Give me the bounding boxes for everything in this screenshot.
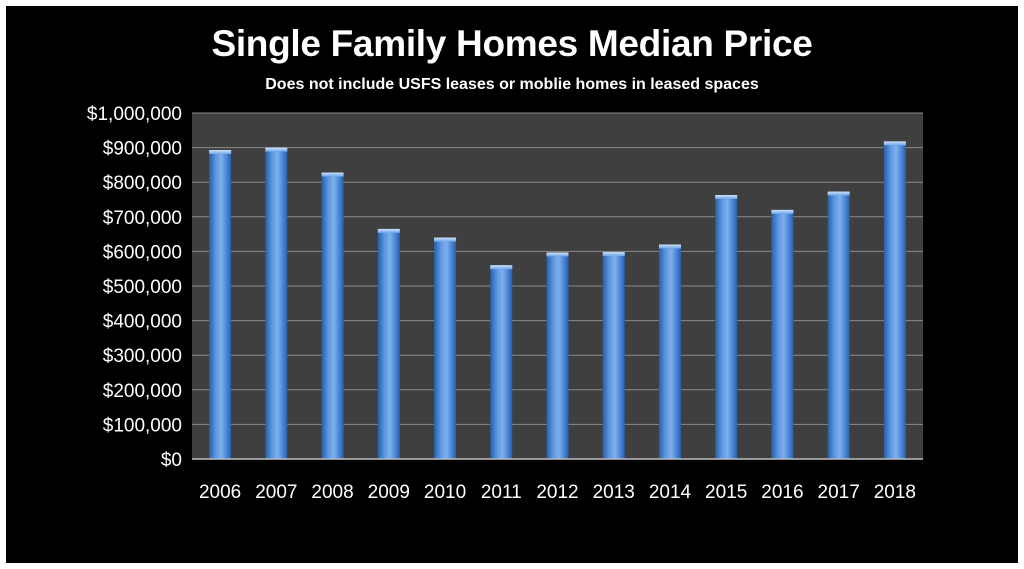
bar-top xyxy=(658,244,681,249)
x-tick-label: 2006 xyxy=(199,482,241,503)
bar-top xyxy=(827,191,850,196)
bar-top xyxy=(883,141,906,146)
bar xyxy=(490,265,513,459)
bar xyxy=(377,228,400,459)
x-tick-label: 2012 xyxy=(536,482,578,503)
bar xyxy=(321,172,344,459)
bar-top xyxy=(377,228,400,233)
x-tick-label: 2013 xyxy=(593,482,635,503)
bars xyxy=(209,141,906,460)
bar-top xyxy=(209,150,232,155)
y-tick-label: $900,000 xyxy=(103,139,182,160)
bar-top xyxy=(771,209,794,214)
x-tick-label: 2008 xyxy=(311,482,353,503)
bar-top xyxy=(434,237,457,242)
bar-2006 xyxy=(209,150,232,459)
x-tick-label: 2017 xyxy=(818,482,860,503)
x-tick-label: 2010 xyxy=(424,482,466,503)
bar xyxy=(209,150,232,459)
x-axis-ticks: 2006 2007 2008 2009 2010 2011 2012 2013 2014 2015… xyxy=(199,482,916,503)
x-tick-label: 2009 xyxy=(368,482,410,503)
y-axis-ticks: $0 $100,000 $200,000 $300,000 $400,000 $500,0… xyxy=(87,104,182,471)
bar-2016 xyxy=(771,209,794,459)
chart-subtitle: Does not include USFS leases or moblie h… xyxy=(265,76,759,93)
bar-2010 xyxy=(434,237,457,459)
bar-top xyxy=(715,195,738,200)
x-tick-label: 2016 xyxy=(761,482,803,503)
bar-2011 xyxy=(490,265,513,459)
y-tick-label: $300,000 xyxy=(103,346,182,367)
bar-2014 xyxy=(658,244,681,459)
bar-top xyxy=(546,252,569,257)
x-tick-label: 2011 xyxy=(481,482,522,503)
bar-2007 xyxy=(265,147,288,459)
x-tick-label: 2007 xyxy=(255,482,297,503)
bar-top xyxy=(490,265,513,270)
chart-title: Single Family Homes Median Price xyxy=(211,23,813,64)
bar-top xyxy=(602,252,625,257)
bar xyxy=(883,141,906,459)
bar-2017 xyxy=(827,191,850,460)
bar-2008 xyxy=(321,172,344,459)
bar xyxy=(771,209,794,459)
x-tick-label: 2018 xyxy=(874,482,916,503)
y-tick-label: $1,000,000 xyxy=(87,104,182,125)
bar xyxy=(602,252,625,459)
y-tick-label: $400,000 xyxy=(103,312,182,333)
bar-2009 xyxy=(377,228,400,459)
y-tick-label: $500,000 xyxy=(103,277,182,298)
y-tick-label: $800,000 xyxy=(103,173,182,194)
y-tick-label: $700,000 xyxy=(103,208,182,229)
bar-top xyxy=(265,147,288,152)
bar xyxy=(434,237,457,459)
y-tick-label: $100,000 xyxy=(103,415,182,436)
y-tick-label: $0 xyxy=(161,450,182,471)
x-tick-label: 2015 xyxy=(705,482,747,503)
bar xyxy=(265,147,288,459)
bar xyxy=(658,244,681,459)
bar xyxy=(715,195,738,459)
bar xyxy=(546,252,569,459)
y-tick-label: $600,000 xyxy=(103,242,182,263)
bar-top xyxy=(321,172,344,177)
x-tick-label: 2014 xyxy=(649,482,692,503)
bar-2015 xyxy=(715,195,738,459)
bar-2013 xyxy=(602,252,625,459)
bar-2018 xyxy=(883,141,906,459)
bar xyxy=(827,191,850,460)
bar-2012 xyxy=(546,252,569,459)
y-tick-label: $200,000 xyxy=(103,381,182,402)
